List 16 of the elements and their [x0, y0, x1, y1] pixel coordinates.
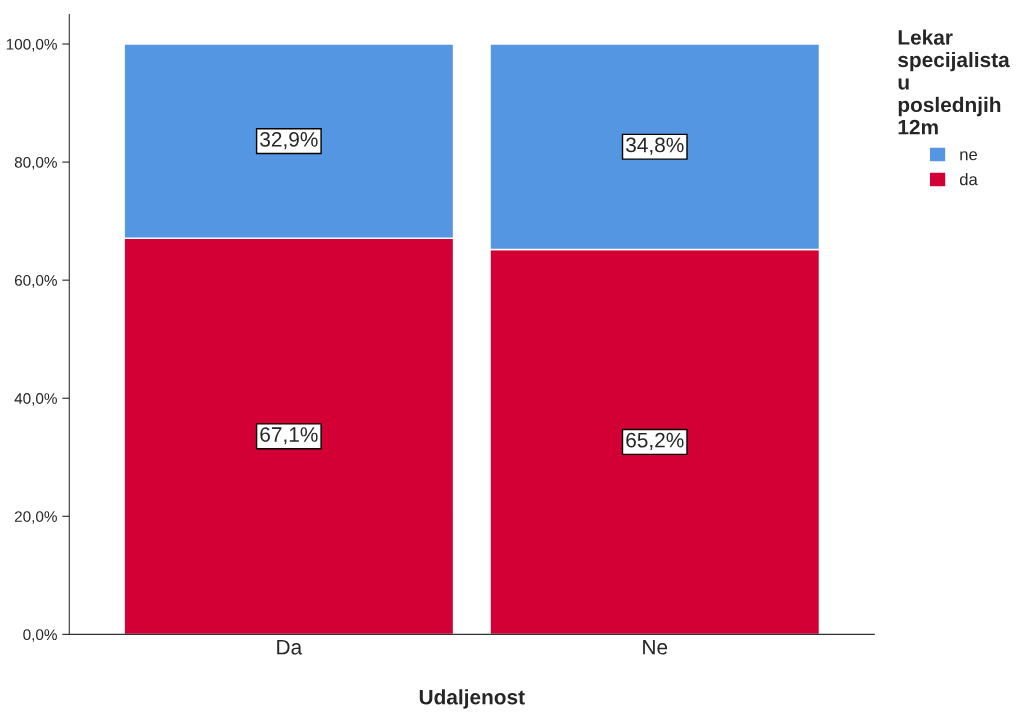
- data-label: 65,2%: [626, 432, 684, 450]
- y-tick-label: 80,0%: [14, 156, 57, 170]
- x-tick-label: Ne: [643, 640, 668, 655]
- y-tick-label: 0,0%: [23, 629, 57, 642]
- y-tick-label: 60,0%: [14, 275, 57, 288]
- y-tick-label: 20,0%: [14, 511, 57, 524]
- legend-title: Lekar specijalista u poslednjih 12m: [898, 29, 1010, 135]
- legend-label: ne: [960, 151, 978, 161]
- y-tick-label: 40,0%: [14, 393, 57, 406]
- legend-label: da: [959, 173, 978, 186]
- data-label: 34,8%: [626, 137, 684, 155]
- x-axis-title: Udaljenost: [419, 689, 525, 709]
- data-label: 67,1%: [260, 427, 318, 445]
- data-label: 32,9%: [260, 131, 318, 150]
- x-tick-label: Da: [277, 640, 303, 655]
- y-tick-label: 100,0%: [6, 38, 57, 52]
